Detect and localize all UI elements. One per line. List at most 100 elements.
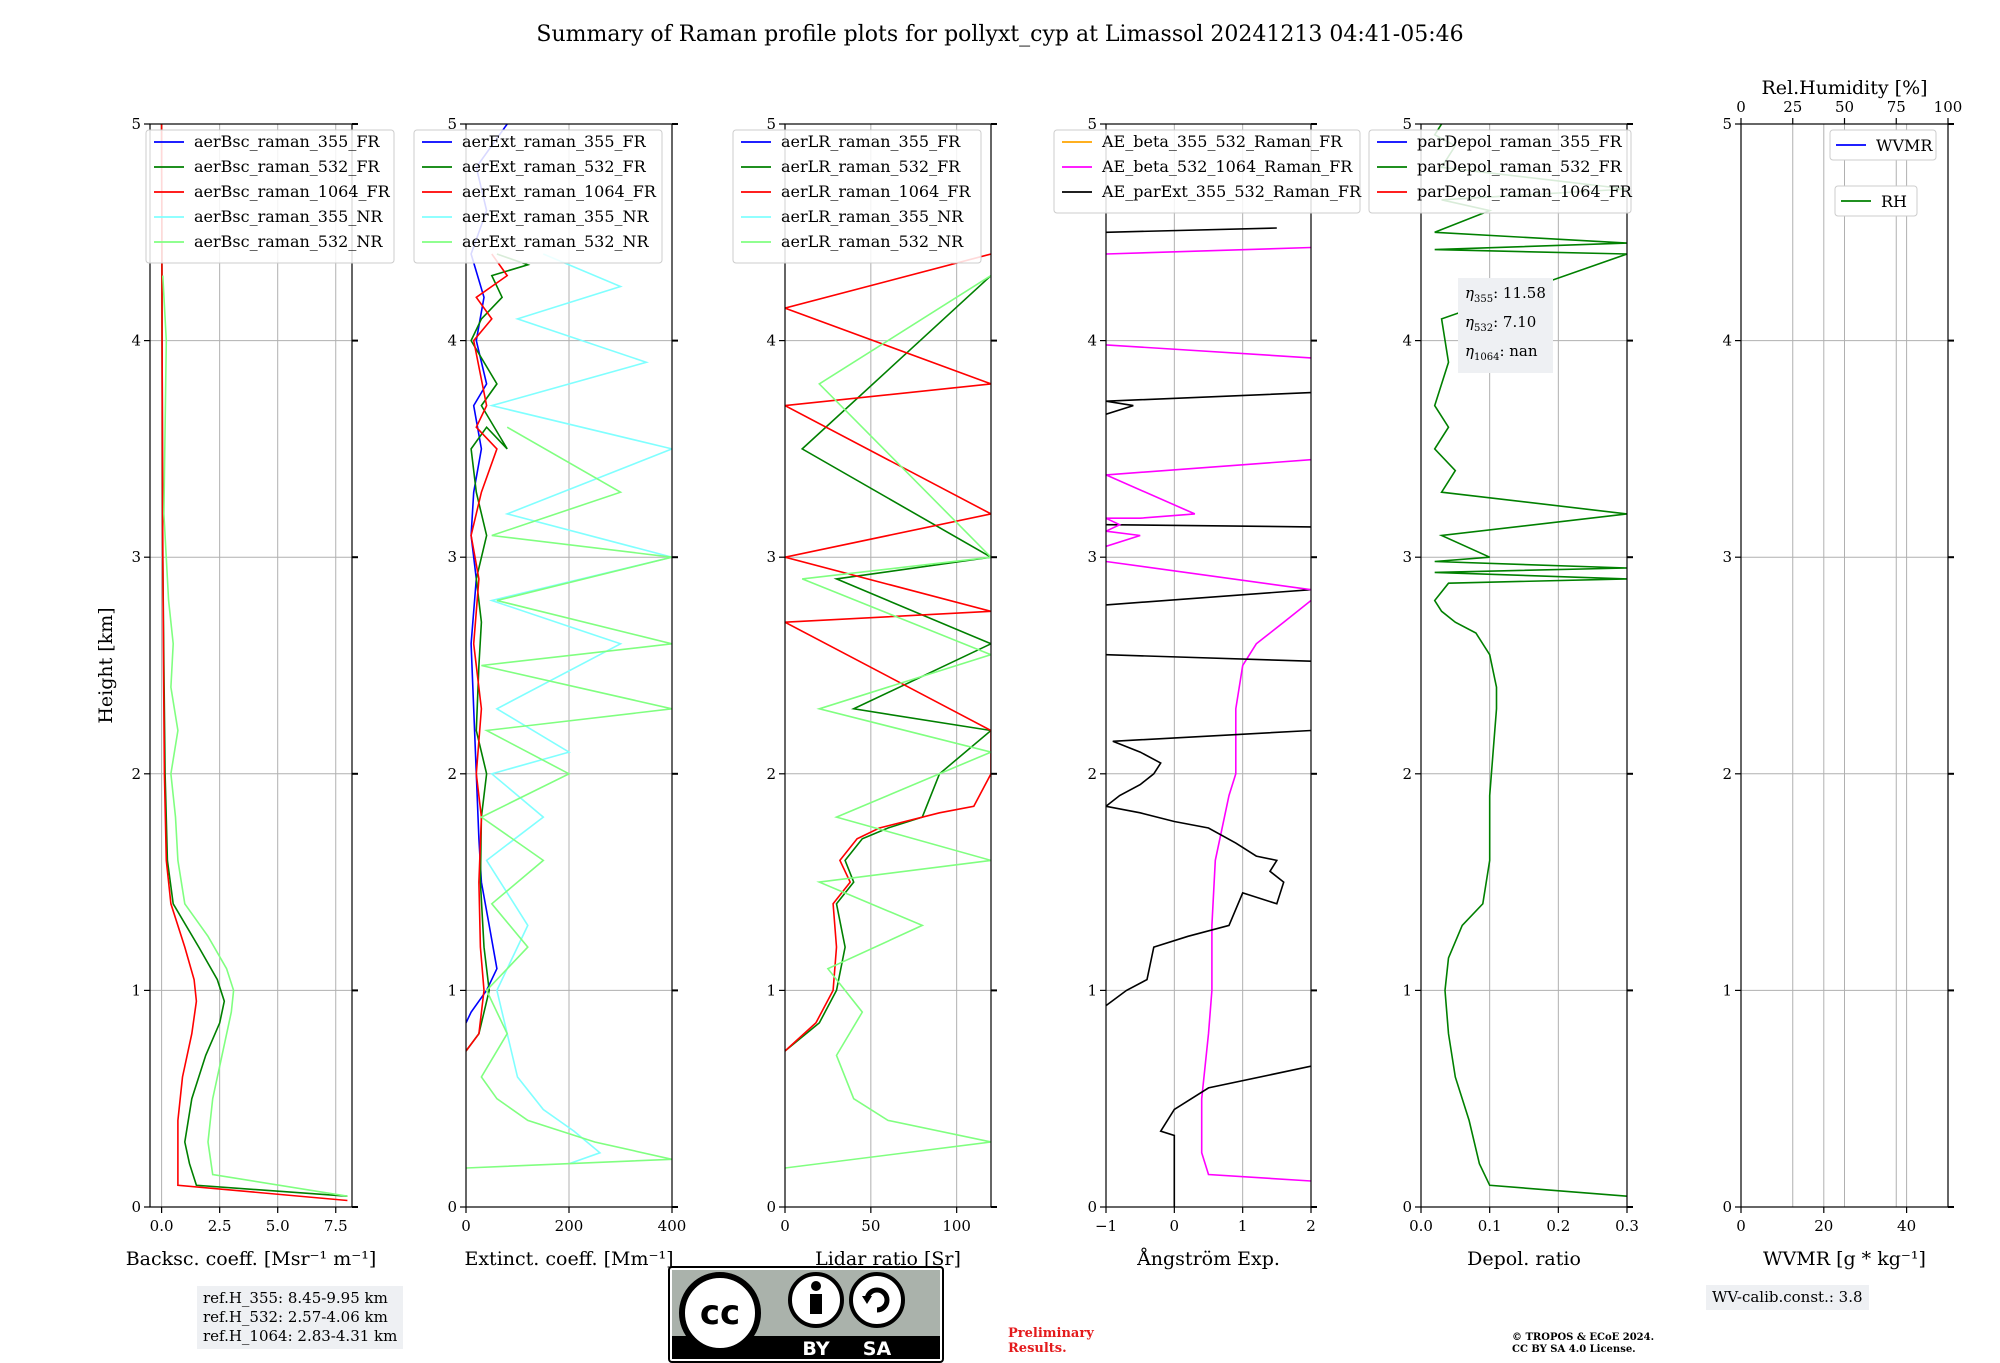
series-line-aerExt_raman_532_NR (466, 426, 672, 1169)
x-tick-label: 50 (861, 1217, 880, 1235)
data-area (1106, 227, 1311, 1207)
legend-entry: aerExt_raman_532_FR (462, 157, 647, 176)
x-tick-label: 0 (1170, 1217, 1180, 1235)
copyright-line-1: © TROPOS & ECoE 2024. (1512, 1332, 1655, 1343)
top-x-tick-label: 0 (1736, 98, 1746, 116)
y-tick-label: 0 (1402, 1198, 1412, 1216)
x-axis-label: Lidar ratio [Sr] (815, 1248, 961, 1270)
x-tick-label: 200 (555, 1217, 584, 1235)
y-tick-label: 2 (1087, 765, 1097, 783)
preliminary-line-2: Results. (1008, 1341, 1067, 1356)
y-tick-label: 0 (1087, 1198, 1097, 1216)
series-line-aerExt_raman_355_FR (466, 124, 508, 1024)
y-tick-label: 3 (447, 548, 457, 566)
x-tick-label: 40 (1897, 1217, 1916, 1235)
y-tick-label: 1 (447, 981, 457, 999)
x-tick-label: 2.5 (208, 1217, 232, 1235)
top-axis-label: Rel.Humidity [%] (1761, 77, 1927, 99)
series-segment-3 (1106, 588, 1311, 606)
series-line-aerBsc_raman_532_NR (162, 275, 348, 1197)
y-tick-label: 5 (766, 115, 776, 133)
legend-entry: AE_beta_355_532_Raman_FR (1101, 132, 1343, 151)
y-tick-label: 0 (447, 1198, 457, 1216)
top-x-tick-label: 25 (1783, 98, 1802, 116)
series-line-AE_beta_532_1064_Raman_FR (1200, 599, 1311, 1182)
legend-entry: parDepol_raman_532_FR (1417, 157, 1623, 176)
eta-box: η355: 11.58 η532: 7.10 η1064: nan (1458, 278, 1553, 373)
series-line-aerLR_raman_1064_FR (785, 253, 991, 1052)
panel-5: 0.0 0.1 0.2 0.3 0 1 2 3 4 5 Depol. ratio parDepol_r… (1368, 115, 1639, 1270)
eta-1064: η1064: nan (1465, 342, 1538, 363)
y-tick-label: 5 (131, 115, 141, 133)
x-tick-label: 0.2 (1546, 1217, 1570, 1235)
legend-entry: aerLR_raman_1064_FR (781, 182, 971, 201)
y-tick-label: 3 (131, 548, 141, 566)
ref-height-355: ref.H_355: 8.45-9.95 km (203, 1289, 388, 1307)
x-tick-label: 100 (942, 1217, 971, 1235)
x-tick-label: 2 (1306, 1217, 1316, 1235)
legend-entry: aerLR_raman_532_NR (781, 232, 964, 251)
legend-entry: aerExt_raman_532_NR (462, 232, 650, 251)
legend: aerExt_raman_355_FR aerExt_raman_532_FRae… (413, 129, 663, 264)
x-axis-label: Extinct. coeff. [Mm⁻¹] (464, 1248, 673, 1270)
axes-frame (784, 123, 992, 1208)
y-tick-label: 0 (1722, 1198, 1732, 1216)
series-segment-1 (1106, 729, 1311, 1007)
series-line-parDepol_raman_532_FR (1433, 124, 1627, 1197)
x-axis-label: Depol. ratio (1467, 1248, 1581, 1270)
x-axis-label: Ångström Exp. (1136, 1248, 1280, 1270)
legend-entry: parDepol_raman_355_FR (1417, 132, 1623, 151)
top-x-tick-label: 100 (1934, 98, 1963, 116)
y-tick-label: 2 (766, 765, 776, 783)
svg-text:cc: cc (700, 1293, 740, 1333)
series-line-aerBsc_raman_1064_FR (160, 124, 348, 1202)
ref-height-1064: ref.H_1064: 2.83-4.31 km (203, 1327, 398, 1345)
y-tick-label: 3 (766, 548, 776, 566)
series-line-AE_parExt_355_532_Raman_FR (1159, 1065, 1311, 1207)
cc-by-sa-logo: cc BY SA (668, 1266, 944, 1363)
y-tick-label: 4 (447, 332, 457, 350)
y-tick-label: 3 (1722, 548, 1732, 566)
top-x-tick-label: 75 (1887, 98, 1906, 116)
x-tick-label: 20 (1814, 1217, 1833, 1235)
series-segment-7 (1106, 458, 1311, 548)
series-line-aerExt_raman_1064_FR (466, 253, 509, 1052)
series-segment-5 (1106, 391, 1311, 415)
legend-entry: aerLR_raman_355_FR (781, 132, 961, 151)
copyright-note: © TROPOS & ECoE 2024. CC BY SA 4.0 Licen… (1512, 1332, 1654, 1356)
x-tick-label: 0 (1736, 1217, 1746, 1235)
preliminary-note: Preliminary Results. (1008, 1326, 1094, 1356)
y-tick-label: 3 (1087, 548, 1097, 566)
legend-entry: aerBsc_raman_532_FR (194, 157, 380, 176)
y-tick-label: 0 (131, 1198, 141, 1216)
series-line-aerBsc_raman_532_FR (160, 124, 348, 1197)
legend-entry: aerBsc_raman_532_NR (194, 232, 383, 251)
y-tick-label: 1 (1087, 981, 1097, 999)
y-tick-label: 2 (447, 765, 457, 783)
y-tick-label: 2 (1722, 765, 1732, 783)
axes-frame (1420, 123, 1628, 1208)
x-axis-label: Backsc. coeff. [Msr⁻¹ m⁻¹] (126, 1248, 377, 1270)
y-tick-label: 5 (1087, 115, 1097, 133)
data-area (160, 124, 348, 1202)
series-segment-6 (1106, 227, 1277, 234)
y-tick-label: 3 (1402, 548, 1412, 566)
y-tick-label: 5 (1722, 115, 1732, 133)
series-line-aerExt_raman_355_NR (485, 253, 672, 1165)
x-tick-label: 400 (658, 1217, 687, 1235)
figure-title: Summary of Raman profile plots for polly… (536, 22, 1464, 47)
series-segment-2 (1106, 653, 1311, 662)
data-area (466, 124, 672, 1169)
legend: parDepol_raman_355_FR parDepol_raman_532_… (1368, 129, 1633, 214)
series-segment-10 (1106, 246, 1311, 255)
legend-entry: aerExt_raman_355_NR (462, 207, 650, 226)
x-tick-label: 0.3 (1615, 1217, 1639, 1235)
panel-2: 0 200 400 0 1 2 3 4 5 Extinct. coeff. [Mm⁻¹] aerEx… (413, 115, 687, 1270)
x-tick-label: −1 (1095, 1217, 1117, 1235)
series-line-aerExt_raman_532_FR (466, 253, 531, 1052)
legend-entry: parDepol_raman_1064_FR (1417, 182, 1633, 201)
legend-entry: aerLR_raman_355_NR (781, 207, 964, 226)
